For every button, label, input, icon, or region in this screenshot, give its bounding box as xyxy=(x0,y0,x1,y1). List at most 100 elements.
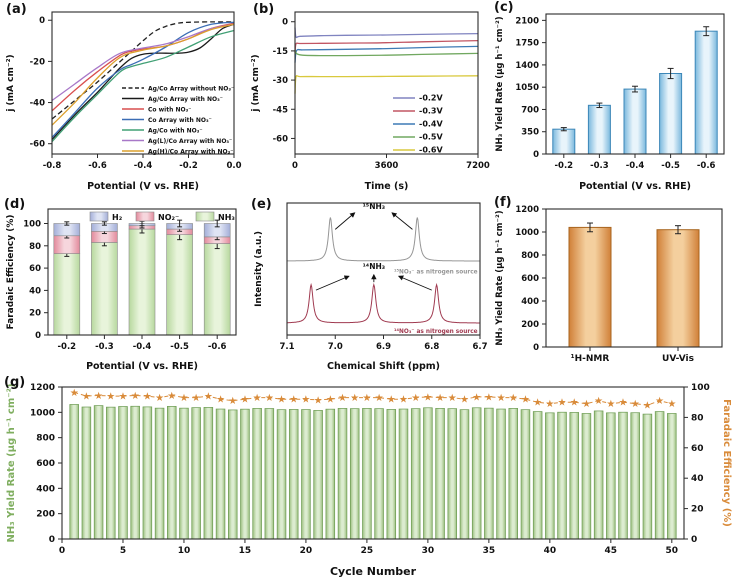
svg-text:20: 20 xyxy=(29,309,41,319)
y-axis: 0 -15 -30 -45 -60 xyxy=(273,18,295,144)
panel-f-chart: ¹H-NMR UV-Vis 0 200 400 600 800 1000 1200 NH₃ Yie… xyxy=(495,205,723,364)
svg-text:400: 400 xyxy=(521,297,539,307)
x-axis: 0 5 10 15 20 25 30 35 40 45 50 xyxy=(59,539,678,556)
svg-text:-0.5V: -0.5V xyxy=(419,133,443,142)
svg-text:200: 200 xyxy=(521,320,539,330)
svg-text:5: 5 xyxy=(120,546,126,556)
svg-text:Ag/Co Array without NO₃⁻: Ag/Co Array without NO₃⁻ xyxy=(148,86,234,93)
svg-text:200: 200 xyxy=(36,510,55,520)
svg-text:★: ★ xyxy=(362,393,371,404)
svg-text:¹⁴NH₃: ¹⁴NH₃ xyxy=(363,262,385,271)
svg-text:★: ★ xyxy=(667,399,676,410)
spectra xyxy=(287,217,480,324)
panel-b-letter: (b) xyxy=(253,2,275,17)
svg-text:0: 0 xyxy=(49,535,55,545)
svg-text:★: ★ xyxy=(497,393,506,404)
svg-text:-60: -60 xyxy=(273,134,288,144)
svg-text:15: 15 xyxy=(239,546,252,556)
svg-text:★: ★ xyxy=(277,395,286,406)
y-axis: 0 200 400 600 800 1000 1200 xyxy=(515,205,546,353)
svg-text:★: ★ xyxy=(509,393,518,404)
svg-text:-0.4V: -0.4V xyxy=(419,120,443,129)
x-axis: -0.2 -0.3 -0.4 -0.5 -0.6 xyxy=(58,335,227,352)
svg-text:35: 35 xyxy=(483,546,496,556)
svg-text:-0.3: -0.3 xyxy=(95,342,114,352)
svg-text:j (mA cm⁻²): j (mA cm⁻²) xyxy=(6,54,16,112)
panel-f: (f) ¹H-NMR UV-Vis 0 200 400 600 800 1000 1200 NH₃… xyxy=(490,195,736,375)
panel-g-chart: ★ ★ ★ ★ ★ ★ ★ ★ ★ ★ ★ ★ ★ ★ ★ ★ ★ ★ ★ ★ ★ ★ ★ ★ ★ ★ ★ ★ ★ ★ ★ ★ ★ ★ ★ ★ ★ ★ ★ ★… xyxy=(6,383,732,578)
svg-text:-0.6: -0.6 xyxy=(208,342,227,352)
plot-frame xyxy=(294,11,479,155)
svg-text:-60: -60 xyxy=(30,140,45,150)
svg-text:-40: -40 xyxy=(30,99,45,109)
svg-text:6.7: 6.7 xyxy=(472,342,487,352)
svg-text:600: 600 xyxy=(521,274,539,284)
svg-text:★: ★ xyxy=(179,393,188,404)
svg-text:★: ★ xyxy=(375,393,384,404)
svg-text:★: ★ xyxy=(460,395,469,406)
svg-text:Ag(H)/Co Array with NO₃⁻: Ag(H)/Co Array with NO₃⁻ xyxy=(148,149,233,156)
svg-text:-0.2: -0.2 xyxy=(555,161,574,171)
x-axis: 0 3600 7200 xyxy=(292,154,490,171)
svg-text:40: 40 xyxy=(691,474,704,484)
svg-text:400: 400 xyxy=(36,484,55,494)
svg-text:★: ★ xyxy=(240,395,249,406)
svg-text:Faradaic Efficiency (%): Faradaic Efficiency (%) xyxy=(6,215,16,330)
svg-text:Potential (V vs. RHE): Potential (V vs. RHE) xyxy=(87,181,199,192)
svg-text:★: ★ xyxy=(204,392,213,403)
svg-text:-0.6: -0.6 xyxy=(697,161,716,171)
svg-text:Potential (V vs. RHE): Potential (V vs. RHE) xyxy=(86,361,198,372)
fe-connector xyxy=(74,391,672,406)
bars xyxy=(552,26,718,155)
svg-text:★: ★ xyxy=(606,399,615,410)
svg-text:2100: 2100 xyxy=(515,16,539,26)
svg-text:60: 60 xyxy=(29,264,41,274)
svg-text:★: ★ xyxy=(338,393,347,404)
x-axis: 7.1 7.0 6.9 6.8 6.7 xyxy=(279,335,488,352)
svg-text:800: 800 xyxy=(521,251,539,261)
svg-text:350: 350 xyxy=(521,128,539,138)
svg-text:H₂: H₂ xyxy=(112,213,123,222)
svg-text:★: ★ xyxy=(253,393,262,404)
svg-text:¹⁵NH₃: ¹⁵NH₃ xyxy=(363,202,385,211)
svg-text:★: ★ xyxy=(106,392,115,403)
svg-text:★: ★ xyxy=(582,399,591,410)
svg-text:-0.6: -0.6 xyxy=(88,161,107,171)
svg-text:100: 100 xyxy=(23,219,41,229)
x-axis: -0.8 -0.6 -0.4 -0.2 0.0 xyxy=(43,154,242,171)
svg-text:★: ★ xyxy=(472,392,481,403)
panel-a: (a) -0.8 -0.6 -0.4 -0.2 0.0 0 -20 -40 -60 Potenti… xyxy=(0,0,245,195)
legend: Ag/Co Array without NO₃⁻ Ag/Co Array with… xyxy=(122,86,234,156)
svg-text:★: ★ xyxy=(387,395,396,406)
svg-text:★: ★ xyxy=(521,395,530,406)
svg-text:0: 0 xyxy=(292,161,298,171)
svg-text:-0.6V: -0.6V xyxy=(419,146,443,155)
panel-b-chart: 0 3600 7200 0 -15 -30 -45 -60 Time (s) j (mA cm⁻²… xyxy=(251,11,490,192)
svg-text:20: 20 xyxy=(300,546,313,556)
svg-text:25: 25 xyxy=(361,546,374,556)
svg-text:50: 50 xyxy=(666,546,679,556)
svg-text:10: 10 xyxy=(178,546,191,556)
svg-text:1200: 1200 xyxy=(30,383,55,393)
svg-text:★: ★ xyxy=(289,395,298,406)
svg-text:800: 800 xyxy=(36,434,55,444)
svg-text:★: ★ xyxy=(448,393,457,404)
y-axis: 0 350 700 1050 1400 1750 2100 xyxy=(515,16,546,160)
y-axis: 0 20 40 60 80 100 xyxy=(23,219,48,341)
svg-text:★: ★ xyxy=(118,392,127,403)
svg-text:Ag(L)/Co Array with NO₃⁻: Ag(L)/Co Array with NO₃⁻ xyxy=(148,138,232,145)
panel-a-chart: -0.8 -0.6 -0.4 -0.2 0.0 0 -20 -40 -60 Potential (… xyxy=(6,11,242,192)
svg-text:Ag/Co Array with NO₃⁻: Ag/Co Array with NO₃⁻ xyxy=(148,96,223,103)
svg-text:-20: -20 xyxy=(30,57,45,67)
svg-text:1050: 1050 xyxy=(515,83,539,93)
svg-text:1200: 1200 xyxy=(515,205,539,215)
panel-d: (d) -0.2 -0.3 -0.4 -0.5 -0.6 0 20 40 60 80 100 Pote… xyxy=(0,195,245,375)
panel-e-letter: (e) xyxy=(251,197,272,212)
fe-stars: ★ ★ ★ ★ ★ ★ ★ ★ ★ ★ ★ ★ ★ ★ ★ ★ ★ ★ ★ ★ ★ ★ ★ ★ ★ ★ ★ ★ ★ ★ ★ ★ ★ ★ ★ ★ ★ ★ ★ ★… xyxy=(70,388,677,412)
svg-text:-0.4: -0.4 xyxy=(134,161,153,171)
svg-text:-0.4: -0.4 xyxy=(133,342,152,352)
svg-text:★: ★ xyxy=(167,391,176,402)
x-axis: ¹H-NMR UV-Vis xyxy=(571,347,694,364)
panel-d-letter: (d) xyxy=(4,197,26,212)
svg-text:★: ★ xyxy=(411,393,420,404)
